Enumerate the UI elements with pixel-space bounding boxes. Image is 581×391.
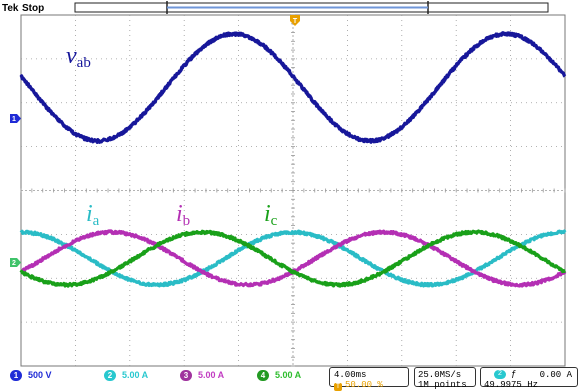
trigger-frequency: 49.9975 Hz (484, 380, 539, 390)
ch3-scale: 5.00 A (198, 370, 225, 380)
trigger-level: 0.00 A (539, 370, 572, 380)
label-ia: ia (86, 201, 100, 229)
ch1-scale: 500 V (28, 370, 52, 380)
ch1-ground-marker-label: 1 (12, 116, 16, 123)
label-ib: ib (176, 201, 190, 229)
timebase-readout[interactable]: 4.00ms T 50.00 % (329, 367, 409, 391)
trigger-position-marker: T (290, 15, 300, 26)
label-ic: ic (264, 201, 278, 229)
acquisition-readout[interactable]: 25.0MS/s 1M points (414, 367, 476, 390)
waveform-ic (19, 229, 567, 288)
waveform-vab (19, 31, 567, 144)
ch2-readout[interactable]: 2 5.00 A (104, 370, 148, 381)
ch4-badge: 4 (257, 370, 269, 381)
waveforms (19, 31, 567, 288)
label-vab: vab (66, 43, 91, 71)
ch2-scale: 5.00 A (122, 370, 149, 380)
trigger-position-value: 50.00 % (345, 380, 383, 390)
ch1-readout[interactable]: 1 500 V (10, 370, 52, 381)
trigger-position-readout: T 50.00 % (334, 380, 404, 391)
trigger-readout[interactable]: 2 ƒ 0.00 A 49.9975 Hz (480, 367, 578, 390)
trigger-position-icon: T (334, 383, 342, 391)
trigger-marker-label: T (293, 18, 298, 25)
sample-rate: 25.0MS/s (418, 370, 462, 380)
ch1-ground-marker: 1 (10, 114, 21, 123)
ch3-readout[interactable]: 3 5.00 A (180, 370, 224, 381)
ch2-badge: 2 (104, 370, 116, 381)
status-brand: Tek (2, 3, 19, 14)
time-per-division: 4.00ms (334, 370, 367, 380)
ch2-ground-marker: 2 (10, 258, 21, 267)
record-length: 1M points (418, 380, 467, 390)
ch2-ground-marker-label: 2 (12, 260, 16, 267)
trigger-source-badge: 2 (494, 370, 506, 379)
ch4-scale: 5.00 A (275, 370, 302, 380)
ch4-readout[interactable]: 4 5.00 A (257, 370, 301, 381)
ch1-badge: 1 (10, 370, 22, 381)
trigger-settings: 2 ƒ 0.00 A (484, 369, 574, 380)
rising-edge-icon: ƒ (511, 369, 517, 379)
ch3-badge: 3 (180, 370, 192, 381)
status-state: Stop (22, 3, 44, 14)
